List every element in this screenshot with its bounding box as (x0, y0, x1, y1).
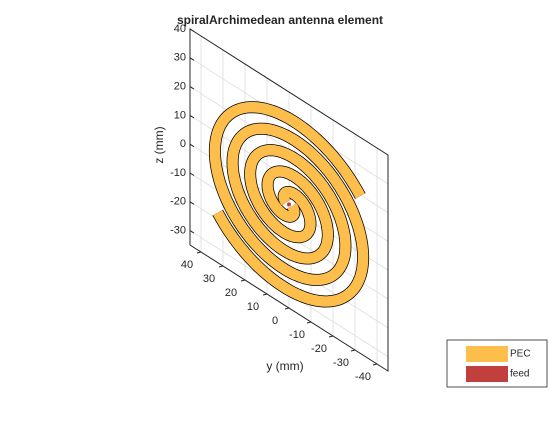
z-axis-label: z (mm) (152, 126, 166, 163)
z-tick (189, 201, 195, 205)
z-tick (189, 28, 195, 32)
z-tick-label: -30 (170, 225, 186, 237)
y-tick (306, 321, 312, 324)
y-tick (350, 349, 356, 352)
y-tick-label: -20 (311, 343, 327, 355)
y-tick (372, 363, 378, 366)
y-tick-label: -10 (289, 329, 305, 341)
y-tick (284, 307, 290, 310)
z-tick-label: -20 (170, 196, 186, 208)
z-tick-label: 30 (174, 52, 186, 64)
y-tick (328, 335, 334, 338)
y-tick (262, 293, 268, 296)
spiral-arm (209, 101, 365, 286)
z-tick (189, 143, 195, 148)
y-tick (218, 265, 224, 268)
y-tick-label: 40 (181, 259, 193, 271)
feed (287, 202, 291, 207)
z-tick-label: 0 (180, 138, 186, 150)
z-tick-label: 20 (174, 81, 186, 93)
z-tick (189, 57, 195, 61)
spiral-arm (213, 123, 369, 307)
y-tick-label: 0 (272, 315, 278, 327)
z-tick-label: 10 (174, 109, 186, 121)
y-tick (240, 279, 246, 282)
legend-label: feed (510, 369, 529, 380)
z-tick (189, 172, 195, 176)
legend-swatch (466, 346, 508, 362)
chart-title: spiralArchimedean antenna element (177, 13, 383, 27)
z-tick (189, 114, 195, 119)
y-tick-label: 30 (203, 273, 215, 285)
y-axis-label: y (mm) (266, 359, 303, 373)
z-tick (189, 86, 195, 90)
y-tick-label: -40 (355, 371, 371, 383)
z-tick-label: -10 (170, 167, 186, 179)
y-tick-label: 10 (247, 301, 259, 313)
y-tick-label: -30 (333, 357, 349, 369)
y-tick-label: 20 (225, 287, 237, 299)
legend-label: PEC (510, 349, 531, 360)
legend-swatch (466, 366, 508, 382)
z-tick-label: 40 (174, 23, 186, 35)
z-tick (189, 230, 195, 234)
y-tick (196, 251, 202, 254)
